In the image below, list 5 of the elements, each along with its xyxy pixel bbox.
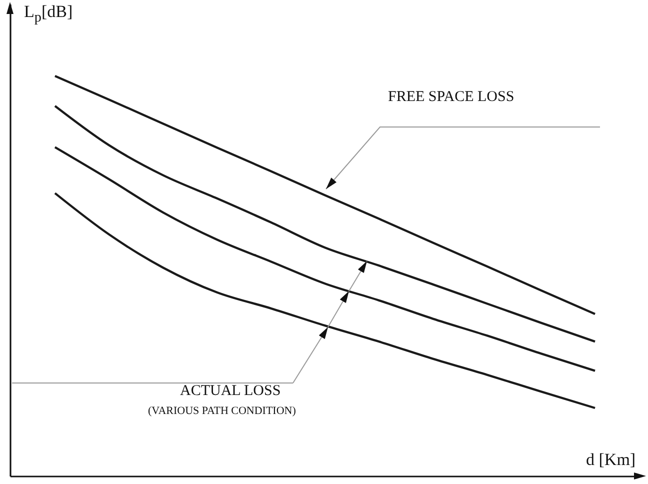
y-axis-title: L$_{p}$[dB] (24, 2, 73, 26)
annotation: FREE SPACE LOSS (388, 89, 514, 105)
x-axis-title: d [Km] (586, 450, 636, 470)
annotation: ACTUAL LOSS (180, 383, 281, 399)
annotation: (VARIOUS PATH CONDITION) (148, 405, 296, 417)
